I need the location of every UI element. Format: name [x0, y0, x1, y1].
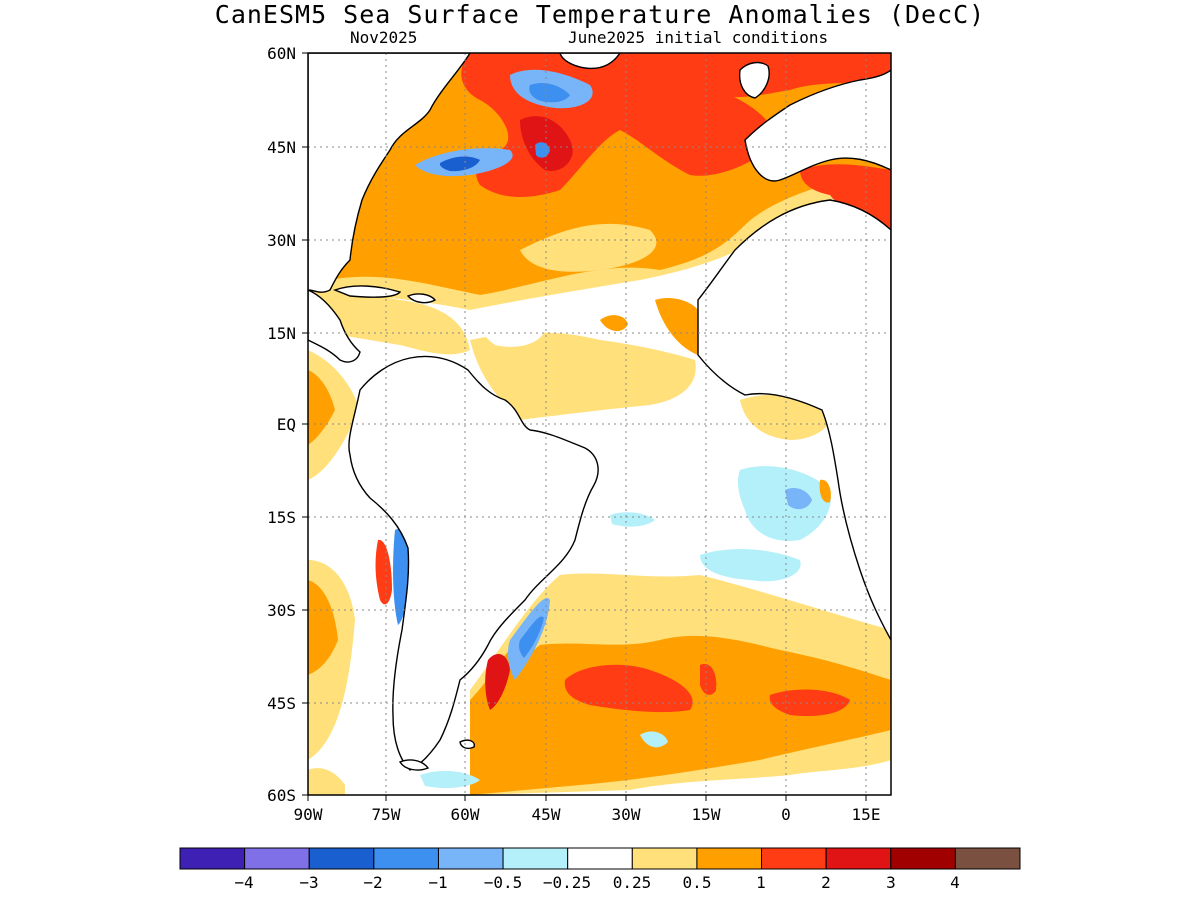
colorbar-label-2: 2 [821, 873, 831, 892]
anomaly-region-north-atlantic-light-patch [520, 223, 657, 272]
longitude-labels: 90W 75W 60W 45W 30W 15W 0 15E [294, 805, 881, 824]
lon-label-60w: 60W [451, 805, 480, 824]
anomaly-region-africa-coast-orange [655, 298, 698, 355]
landmass-europe [744, 69, 891, 182]
lat-label-60n: 60N [267, 44, 296, 63]
colorbar-label-minus-1: −1 [428, 873, 447, 892]
colorbar-label-3: 3 [886, 873, 896, 892]
landmass-central-america [308, 289, 361, 363]
anomaly-region-tropical-orange-dot [600, 315, 628, 332]
anomaly-region-pacific-east-orange [308, 370, 335, 445]
lon-label-0: 0 [781, 805, 791, 824]
anomaly-region-gulfstream-cold-2 [439, 156, 480, 172]
anomaly-region-south-atlantic-red-1 [564, 664, 693, 713]
colorbar-swatch-8 [696, 847, 763, 870]
anomaly-region-southern-ocean-cold [420, 770, 480, 788]
anomaly-region-tropical-north-light [470, 332, 696, 420]
landmass-south-america [348, 355, 599, 771]
chart-title: CanESM5 Sea Surface Temperature Anomalie… [214, 0, 986, 29]
colorbar-swatch-6 [567, 847, 633, 870]
anomaly-region-brazil-current-red [485, 654, 510, 710]
landmass-greenland-tip [559, 53, 621, 70]
lat-label-30s: 30S [267, 601, 296, 620]
anomaly-region-tasman-cold [640, 731, 668, 748]
colorbar-swatch-7 [631, 847, 698, 870]
anomaly-region-south-atlantic-cold-1 [700, 548, 801, 582]
colorbar-swatch-3 [373, 847, 439, 870]
colorbar-swatch-4 [437, 847, 504, 870]
anomaly-region-south-atlantic-red-2 [769, 689, 850, 717]
map-gridlines [308, 53, 891, 795]
colorbar-label-4: 4 [950, 873, 960, 892]
colorbar-label-1: 1 [756, 873, 766, 892]
anomaly-region-peru-red [375, 539, 392, 605]
anomaly-region-gulfstream-cold-3 [535, 142, 550, 158]
forecast-month-label: Nov2025 [350, 28, 418, 47]
anomaly-region-southern-ocean-light [308, 768, 345, 795]
colorbar-label-minus-4: −4 [234, 873, 253, 892]
landmass-uk [738, 61, 770, 99]
colorbar-swatch-1 [244, 847, 310, 870]
latitude-labels: 60N 45N 30N 15N EQ 15S 30S 45S 60S [267, 44, 296, 805]
landmass-north-america [308, 53, 471, 293]
colorbar-label-minus-2: −2 [363, 873, 382, 892]
lat-label-45s: 45S [267, 694, 296, 713]
lat-label-45n: 45N [267, 138, 296, 157]
colorbar-swatch-9 [761, 847, 827, 870]
anomaly-region-south-atlantic-cold-4 [610, 512, 655, 527]
lat-label-15s: 15S [267, 508, 296, 527]
colorbar-label-0-5: 0.5 [683, 873, 712, 892]
anomaly-region-south-atlantic-red-3 [700, 663, 717, 695]
colorbar-label-minus-3: −3 [299, 873, 318, 892]
anomaly-region-brazil-current-cold-2 [519, 616, 544, 658]
colorbar-swatch-10 [825, 847, 892, 870]
landmass-hispaniola [406, 293, 437, 304]
initial-conditions-label: June2025 initial conditions [568, 28, 829, 47]
landmass-africa [697, 199, 891, 641]
colorbar-label-minus-0-5: −0.5 [484, 873, 523, 892]
lon-label-75w: 75W [372, 805, 401, 824]
colorbar-label-0-25: 0.25 [613, 873, 652, 892]
colorbar-swatch-0 [179, 847, 246, 870]
land-masses [308, 53, 891, 771]
lon-label-45w: 45W [532, 805, 561, 824]
map-ticks [302, 52, 867, 801]
colorbar-labels: −4 −3 −2 −1 −0.5 −0.25 0.25 0.5 1 2 3 4 [234, 873, 959, 892]
anomaly-region-benguela-orange [819, 479, 831, 503]
landmass-cuba [333, 285, 402, 298]
lon-label-15e: 15E [852, 805, 881, 824]
anomaly-region-south-atlantic-cold-2 [737, 466, 831, 541]
anomaly-region-caribbean-light [308, 280, 470, 355]
lon-label-90w: 90W [294, 805, 323, 824]
lat-label-60s: 60S [267, 786, 296, 805]
colorbar-swatch-5 [502, 847, 569, 870]
colorbar-label-minus-0-25: −0.25 [543, 873, 591, 892]
colorbar-swatch-11 [890, 847, 956, 870]
landmass-tierra-del-fuego [398, 759, 430, 771]
colorbar-swatch-12 [954, 847, 1021, 870]
anomaly-region-south-atlantic-cold-3 [785, 488, 812, 510]
anomaly-region-tropical-north-white [480, 315, 545, 347]
landmass-falklands [459, 739, 475, 750]
anomaly-region-north-atlantic-cold-2 [529, 83, 570, 103]
lon-label-15w: 15W [692, 805, 721, 824]
lat-label-30n: 30N [267, 231, 296, 250]
lat-label-15n: 15N [267, 324, 296, 343]
map-area [308, 53, 891, 795]
lon-label-30w: 30W [612, 805, 641, 824]
lat-label-eq: EQ [277, 415, 296, 434]
anomaly-region-chile-coast-orange [308, 580, 338, 675]
colorbar-swatch-2 [308, 847, 375, 870]
anomaly-region-patagonia-orange [470, 640, 536, 790]
colorbar [179, 847, 1021, 870]
